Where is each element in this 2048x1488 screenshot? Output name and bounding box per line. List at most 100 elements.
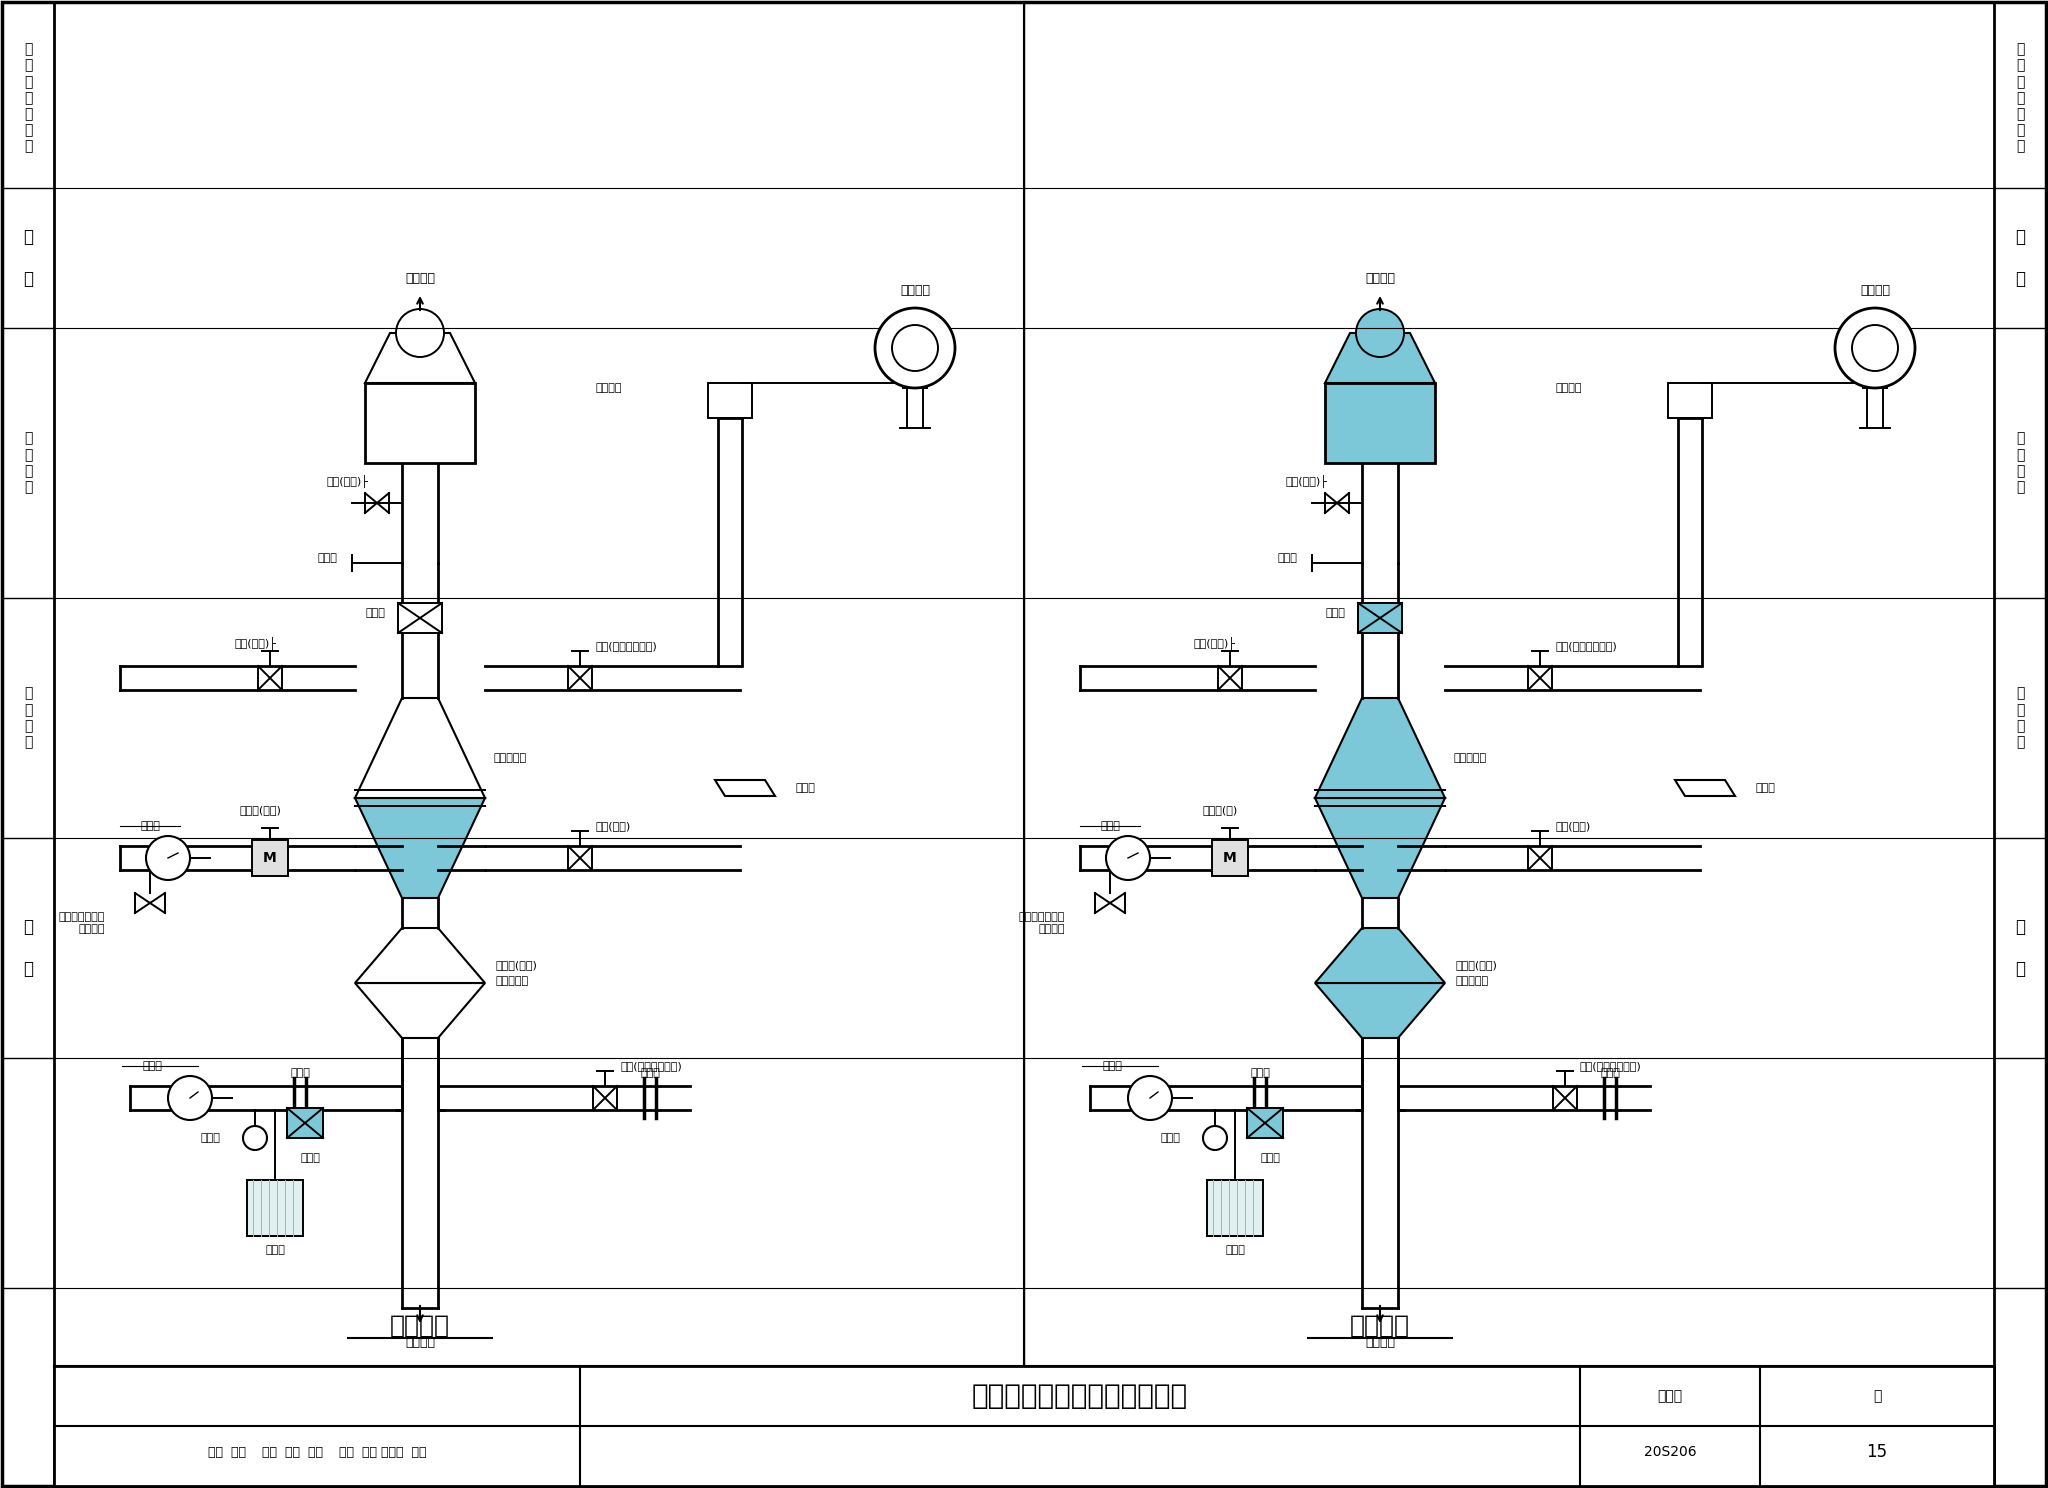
Bar <box>354 847 401 870</box>
Bar <box>719 418 741 667</box>
Text: 水力警铃: 水力警铃 <box>1860 284 1890 296</box>
Bar <box>1358 603 1403 632</box>
Polygon shape <box>1315 698 1446 798</box>
Circle shape <box>1202 1126 1227 1150</box>
Bar <box>1362 463 1399 562</box>
Bar <box>1995 1 2046 1487</box>
Text: 配水管网: 配水管网 <box>1366 271 1395 284</box>
Text: 15: 15 <box>1866 1443 1888 1461</box>
Bar <box>1315 847 1362 870</box>
Text: 压力表: 压力表 <box>1100 821 1120 830</box>
Text: 审核  晏风    景四  校对  相坤    柏坤  设计 刘文利  刘功: 审核 晏风 景四 校对 相坤 柏坤 设计 刘文利 刘功 <box>207 1445 426 1458</box>
Text: 阀门(试验用，常闭): 阀门(试验用，常闭) <box>1579 1061 1642 1071</box>
Circle shape <box>1851 324 1898 371</box>
Bar <box>401 1039 438 1110</box>
Text: 阀门，手动开启
（常闭）: 阀门，手动开启 （常闭） <box>59 912 104 934</box>
Text: 压力表: 压力表 <box>141 1061 162 1071</box>
Text: 压力开关: 压力开关 <box>596 382 621 393</box>
Text: 压力表: 压力表 <box>139 821 160 830</box>
Text: 喷
头
布
置: 喷 头 布 置 <box>2015 432 2023 494</box>
Polygon shape <box>1315 798 1446 897</box>
Text: 阀门(常闭)├: 阀门(常闭)├ <box>233 637 276 650</box>
Text: 过滤器: 过滤器 <box>1225 1245 1245 1254</box>
Text: 预作用装置工作原理图（二）: 预作用装置工作原理图（二） <box>973 1382 1188 1411</box>
Text: 电磁阀(开): 电磁阀(开) <box>1202 805 1237 815</box>
Text: 阀门(常闭)├: 阀门(常闭)├ <box>1286 475 1327 488</box>
Polygon shape <box>1325 333 1436 382</box>
Bar <box>1399 1086 1651 1110</box>
Polygon shape <box>715 780 774 796</box>
Text: 阀门(湿水用，常闭): 阀门(湿水用，常闭) <box>596 641 657 652</box>
Text: 图集号: 图集号 <box>1657 1388 1683 1403</box>
Polygon shape <box>354 984 485 1039</box>
Text: 信号阀: 信号阀 <box>1325 609 1346 618</box>
Text: 湿式报警阀: 湿式报警阀 <box>494 753 526 763</box>
Bar <box>2 1 53 1487</box>
Text: 注水口: 注水口 <box>1278 554 1296 562</box>
Bar <box>365 382 475 463</box>
Text: 满水阀(常开): 满水阀(常开) <box>496 960 537 970</box>
Circle shape <box>168 1076 213 1120</box>
Bar <box>438 1086 690 1110</box>
Bar <box>401 1039 438 1308</box>
Text: M: M <box>1223 851 1237 865</box>
Bar <box>1315 790 1446 806</box>
Text: 页: 页 <box>1872 1388 1882 1403</box>
Bar <box>1325 382 1436 463</box>
Text: 雨淋报警阀: 雨淋报警阀 <box>1454 976 1489 987</box>
Text: 阀门(湿水用，常闭): 阀门(湿水用，常闭) <box>1554 641 1616 652</box>
Text: 灭火状态: 灭火状态 <box>1350 1314 1409 1338</box>
Circle shape <box>1128 1076 1171 1120</box>
Text: 节流板: 节流板 <box>1599 1068 1620 1077</box>
Bar <box>1362 632 1399 698</box>
Bar <box>1079 847 1315 870</box>
Text: 水力警铃: 水力警铃 <box>899 284 930 296</box>
Bar <box>1362 1039 1399 1110</box>
Circle shape <box>893 324 938 371</box>
Bar <box>354 790 485 806</box>
Text: 阀门(试验用，常闭): 阀门(试验用，常闭) <box>621 1061 682 1071</box>
Text: 管

道: 管 道 <box>2015 918 2025 978</box>
Bar <box>1362 562 1399 603</box>
Bar <box>248 1180 303 1237</box>
Bar <box>1247 1109 1282 1138</box>
Circle shape <box>244 1126 266 1150</box>
Text: 注水口: 注水口 <box>317 554 338 562</box>
Text: 信号阀: 信号阀 <box>301 1153 319 1164</box>
Bar <box>397 603 442 632</box>
Text: 系
统
附
件: 系 统 附 件 <box>25 686 33 750</box>
Bar <box>1677 418 1702 667</box>
Bar <box>1206 1180 1264 1237</box>
Polygon shape <box>365 333 475 382</box>
Text: 管

道: 管 道 <box>23 918 33 978</box>
Bar <box>1206 1180 1264 1237</box>
Bar <box>287 1109 324 1138</box>
Polygon shape <box>1315 929 1446 984</box>
Polygon shape <box>1675 780 1735 796</box>
Text: 阀门(常开): 阀门(常开) <box>1554 821 1589 830</box>
Text: 20S206: 20S206 <box>1645 1445 1696 1460</box>
Circle shape <box>1356 310 1405 357</box>
Text: 喷

头: 喷 头 <box>23 228 33 287</box>
Text: 过滤器: 过滤器 <box>795 783 815 793</box>
Bar <box>1212 841 1247 876</box>
Polygon shape <box>354 798 485 897</box>
Text: 阀门(常闭)├: 阀门(常闭)├ <box>326 475 369 488</box>
Bar <box>1399 847 1446 870</box>
Text: 阀门(常闭)├: 阀门(常闭)├ <box>1194 637 1237 650</box>
Text: 伺应状态: 伺应状态 <box>389 1314 451 1338</box>
Text: 过滤器: 过滤器 <box>264 1245 285 1254</box>
Text: 压力开关: 压力开关 <box>1554 382 1581 393</box>
Text: 止回阀: 止回阀 <box>201 1132 219 1143</box>
Bar <box>129 1086 401 1110</box>
Bar <box>709 382 752 418</box>
Text: 满水阀(关闭): 满水阀(关闭) <box>1454 960 1497 970</box>
Text: 系
统
及
报
警
阀
组: 系 统 及 报 警 阀 组 <box>2015 42 2023 153</box>
Circle shape <box>874 308 954 388</box>
Bar <box>121 847 354 870</box>
Text: 雨淋报警阀: 雨淋报警阀 <box>496 976 528 987</box>
Bar <box>2 1 53 1487</box>
Bar <box>1090 1086 1362 1110</box>
Text: 信号阀: 信号阀 <box>1260 1153 1280 1164</box>
Bar <box>401 897 438 929</box>
